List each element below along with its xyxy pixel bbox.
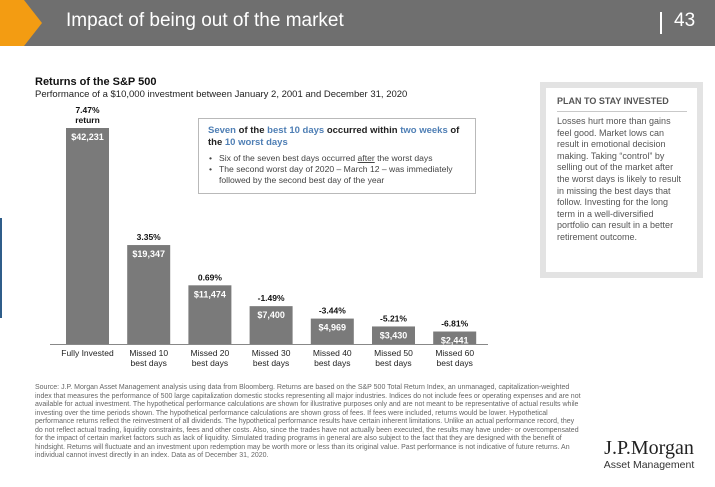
callout-box: Seven of the best 10 days occurred withi… (198, 118, 476, 194)
category-label: best days (253, 358, 289, 368)
bullet-emphasis: after (357, 153, 375, 163)
callout-headline-part: Seven (208, 125, 236, 136)
bar (372, 326, 415, 344)
bar (433, 331, 477, 344)
sidebar-heading: PLAN TO STAY INVESTED (557, 96, 669, 106)
slide-title: Impact of being out of the market (66, 10, 344, 31)
category-label: Fully Invested (61, 348, 114, 358)
sidebar-divider (557, 111, 687, 112)
category-label: best days (131, 358, 167, 368)
callout-headline-part: occurred within (324, 125, 401, 136)
bar (188, 285, 232, 344)
bar-chart: $42,231 7.47%return Fully Invested $19,347 3… (50, 105, 488, 368)
bar-return-label: -5.21% (380, 313, 407, 323)
bar-value-label: $42,231 (71, 132, 104, 142)
callout-headline-part: 10 worst days (224, 137, 288, 148)
category-label: best days (437, 358, 473, 368)
callout-headline-part: of the (208, 125, 460, 148)
callout-bullets: Six of the seven best days occurred afte… (208, 153, 466, 186)
source-footnote: Source: J.P. Morgan Asset Management ana… (35, 384, 581, 459)
bullet-text: the worst days (374, 153, 433, 163)
bar-value-label: $19,347 (132, 249, 165, 259)
chart-subtitle: Performance of a $10,000 investment betw… (35, 89, 408, 100)
left-accent-line (0, 218, 2, 318)
chart-title: Returns of the S&P 500 (35, 76, 157, 88)
bar-value-label: $2,441 (441, 336, 469, 346)
bar-return-label: -1.49% (258, 293, 285, 303)
bar (127, 245, 171, 344)
bullet-text: Six of the seven best days occurred (219, 153, 358, 163)
category-label: Missed 50 (374, 348, 413, 358)
chevron-arrow-icon (0, 0, 42, 46)
category-label: best days (314, 358, 350, 368)
bar-return-label: 3.35% (137, 232, 162, 242)
bar (310, 318, 354, 344)
callout-bullet: Six of the seven best days occurred afte… (208, 153, 466, 164)
header-divider (660, 12, 662, 34)
bar-return-label: -6.81% (441, 319, 468, 329)
bar-value-label: $3,430 (380, 330, 408, 340)
page-number: 43 (674, 10, 696, 31)
category-label: best days (192, 358, 228, 368)
callout-headline-part: two weeks (400, 125, 448, 136)
bar-value-label: $4,969 (319, 323, 347, 333)
logo-wordmark: J.P.Morgan (604, 437, 694, 459)
jpmorgan-logo: J.P.Morgan Asset Management (593, 437, 705, 471)
logo-subtitle: Asset Management (603, 459, 695, 471)
bar (66, 128, 109, 344)
sidebar-body: Losses hurt more than gains feel good. M… (557, 116, 682, 242)
callout-headline-part: best 10 days (267, 125, 325, 136)
bar-value-label: $7,400 (257, 310, 285, 320)
category-label: Missed 10 (129, 348, 168, 358)
bar (249, 306, 293, 344)
bar-return-label: -3.44% (319, 306, 346, 316)
category-label: Missed 60 (435, 348, 474, 358)
callout-headline-part: of the (236, 125, 268, 136)
bar-value-label: $11,474 (194, 289, 226, 299)
bar-return-label: return (75, 115, 100, 125)
category-label: Missed 20 (191, 348, 230, 358)
callout-bullet: The second worst day of 2020 – March 12 … (208, 164, 466, 186)
header-bar: Impact of being out of the market 43 (0, 0, 715, 46)
bar-return-label: 7.47% (75, 105, 100, 115)
sidebar-panel: PLAN TO STAY INVESTED Losses hurt more t… (540, 82, 703, 278)
callout-headline: Seven of the best 10 days occurred withi… (208, 125, 466, 149)
category-label: Missed 30 (252, 348, 291, 358)
sidebar-card: PLAN TO STAY INVESTED Losses hurt more t… (546, 88, 697, 272)
category-label: Missed 40 (313, 348, 352, 358)
category-label: best days (375, 358, 411, 368)
bar-return-label: 0.69% (198, 272, 223, 282)
